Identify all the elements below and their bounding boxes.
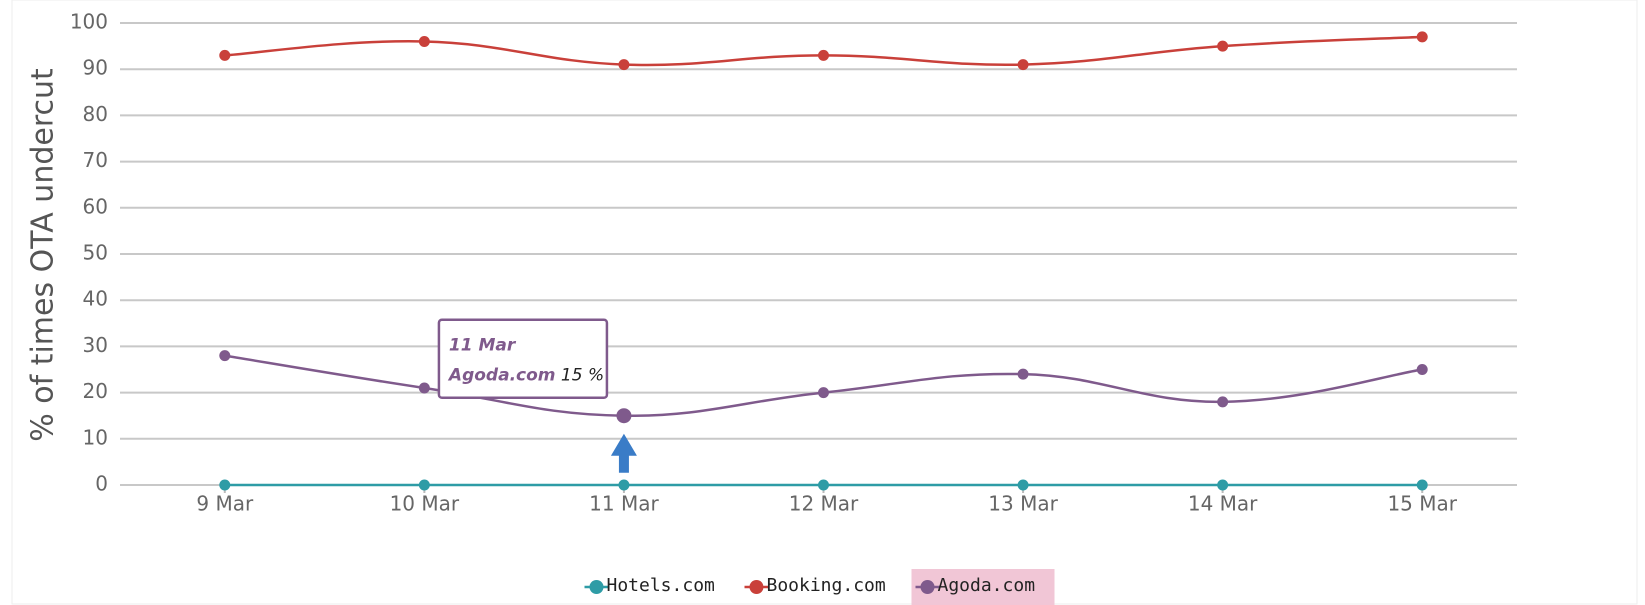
arrow-icon (610, 433, 637, 473)
highlight-point (616, 408, 632, 424)
y-tick-label: 20 (83, 379, 108, 403)
legend-label[interactable]: Hotels.com (607, 575, 715, 596)
data-point (1416, 479, 1428, 491)
data-point (219, 49, 231, 61)
tooltip-box (437, 318, 609, 399)
y-tick-label: 40 (83, 287, 108, 311)
data-point (1416, 364, 1428, 375)
data-point (818, 479, 829, 491)
x-tick-label: 12 Mar (789, 492, 859, 516)
data-point (418, 479, 430, 491)
tooltip-value: 15 % (561, 366, 604, 386)
y-tick-label: 90 (83, 56, 108, 80)
data-point (219, 479, 231, 491)
legend-label[interactable]: Booking.com (767, 575, 886, 596)
x-tick-label: 13 Mar (988, 492, 1058, 516)
x-tick-label: 11 Mar (589, 492, 659, 516)
x-tick-label: 14 Mar (1188, 492, 1258, 516)
y-axis-label: % of times OTA undercut (26, 68, 61, 442)
data-point (1017, 368, 1029, 380)
y-tick-label: 10 (83, 425, 108, 449)
y-tick-label: 50 (83, 241, 108, 265)
chart-frame (11, 0, 1638, 605)
legend-label[interactable]: Agoda.com (938, 575, 1036, 596)
data-point (818, 49, 829, 61)
tooltip-body: Agoda.com 15 % (447, 366, 604, 386)
data-point (1416, 31, 1428, 43)
data-point (1017, 479, 1029, 491)
data-point (219, 350, 231, 362)
tooltip-series: Agoda.com (447, 366, 556, 386)
y-tick-label: 30 (83, 333, 108, 357)
x-tick-label: 9 Mar (196, 492, 254, 516)
y-tick-label: 60 (83, 194, 108, 218)
y-tick-label: 80 (83, 102, 108, 126)
tooltip-title: 11 Mar (449, 336, 517, 356)
data-point (618, 59, 630, 71)
data-point (1217, 479, 1229, 491)
x-tick-label: 15 Mar (1387, 492, 1457, 516)
data-point (1017, 59, 1029, 71)
data-point (818, 387, 829, 399)
y-tick-label: 70 (83, 148, 108, 172)
data-point (418, 382, 430, 394)
x-tick-label: 10 Mar (390, 492, 460, 516)
legend-swatch (749, 580, 764, 594)
data-point (418, 35, 430, 47)
data-point (1217, 40, 1229, 52)
legend-swatch (920, 580, 935, 594)
y-tick-label: 100 (70, 10, 108, 34)
data-point (1217, 396, 1229, 408)
data-point (618, 479, 630, 491)
y-tick-label: 0 (95, 472, 108, 496)
legend-swatch (589, 580, 604, 594)
